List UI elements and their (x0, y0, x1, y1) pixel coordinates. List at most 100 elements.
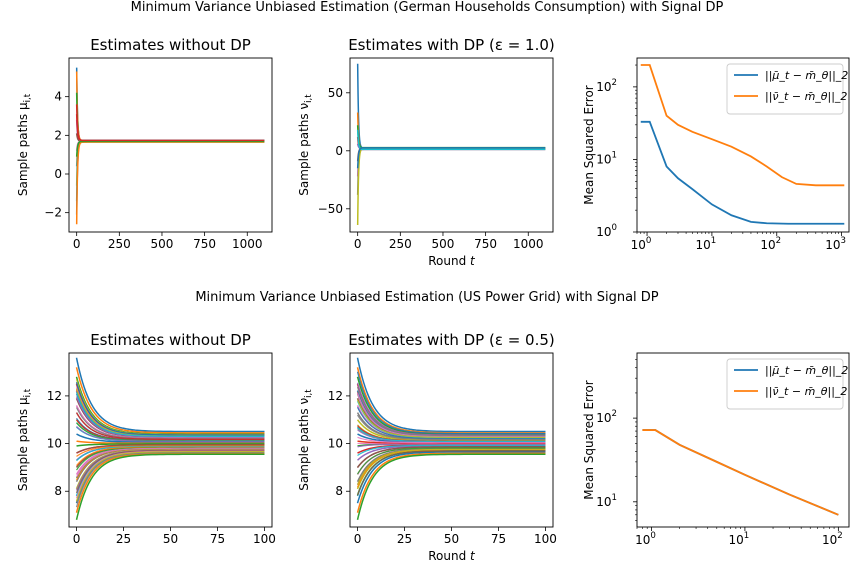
sample-path-line (357, 436, 546, 444)
sample-path-line (75, 367, 265, 434)
x-tick-label: 0 (354, 237, 362, 251)
x-tick-label: 103​ (825, 236, 846, 252)
chart-bottom-left-estimates-without-dp: Estimates without DP 0 25 50 75 100 8 10 12 Sampl… (16, 331, 276, 546)
sample-path-line (356, 386, 546, 437)
sample-path-line (357, 446, 546, 469)
legend-box (726, 63, 844, 115)
sample-path-line (76, 446, 265, 471)
sample-path-line (356, 419, 546, 441)
axes-frame (349, 57, 554, 233)
chart-title: Estimates without DP (90, 36, 251, 54)
sample-path-line (75, 392, 265, 437)
chart-title: Estimates with DP (ε = 1.0) (348, 36, 555, 54)
y-tick-label: 10 (47, 437, 62, 451)
x-tick-label: 500 (151, 237, 174, 251)
sample-path-line (356, 448, 546, 485)
sample-path-line (75, 447, 265, 478)
sample-path-line (75, 451, 265, 508)
sample-path-line (76, 426, 265, 442)
x-tick-label: 100​ (631, 236, 652, 252)
series-line-1 (640, 120, 845, 225)
sample-path-line (356, 357, 546, 433)
sample-path-line (76, 446, 265, 466)
plot-area (642, 429, 839, 516)
y-tick-label: 0 (335, 144, 343, 158)
sample-path-line (356, 148, 546, 195)
y-axis-label: Mean Squared Error (582, 380, 596, 500)
x-tick-label: 250 (108, 237, 131, 251)
x-tick-label: 102​ (822, 531, 843, 547)
figure-title-bottom: Minimum Variance Unbiased Estimation (US… (195, 290, 659, 305)
sample-path-line (356, 367, 546, 434)
y-axis-label: Mean Squared Error (582, 85, 596, 205)
sample-path-line (75, 141, 265, 225)
sample-path-line (356, 147, 546, 169)
x-tick-label: 50 (444, 532, 459, 546)
x-tick-label: 100 (534, 532, 557, 546)
x-tick-label: 0 (73, 532, 81, 546)
sample-path-line (75, 449, 265, 494)
y-tick-label: 102​ (596, 78, 617, 94)
y-tick-label: 10 (328, 437, 343, 451)
y-tick-label: 0 (54, 167, 62, 181)
y-tick-label: −50 (318, 202, 343, 216)
chart-title: Estimates with DP (ε = 0.5) (348, 331, 555, 349)
x-tick-label: 0 (73, 237, 81, 251)
sample-path-line (357, 447, 546, 475)
plot-area (75, 357, 265, 521)
x-tick-label: 25 (397, 532, 412, 546)
sample-path-line (75, 388, 265, 437)
legend-label-2: ||ν̄_t − m̄_θ||_2 (765, 385, 847, 398)
sample-path-line (357, 414, 546, 441)
y-tick-label: 12 (328, 389, 343, 403)
y-tick-label: 2 (54, 128, 62, 142)
x-tick-label: 0 (354, 532, 362, 546)
legend-label-1: ||μ̄_t − m̄_θ||_2 (765, 364, 848, 377)
sample-path-line (356, 453, 546, 521)
sample-path-line (75, 452, 265, 513)
x-tick-label: 25 (116, 532, 131, 546)
sample-path-line (356, 371, 546, 435)
sample-path-line (356, 147, 546, 226)
sample-path-line (75, 92, 265, 143)
sample-path-line (357, 444, 546, 456)
x-axis-label: Round t (428, 549, 476, 563)
legend: ||μ̄_t − m̄_θ||_2 ||ν̄_t − m̄_θ||_2 (726, 63, 848, 115)
plot-area (356, 357, 546, 521)
sample-path-line (356, 148, 546, 177)
y-tick-label: 50 (328, 86, 343, 100)
x-tick-label: 50 (163, 532, 178, 546)
axes-frame (636, 352, 850, 528)
x-tick-label: 250 (389, 237, 412, 251)
plot-area (75, 67, 265, 225)
x-tick-label: 102​ (760, 236, 781, 252)
chart-top-middle-estimates-with-dp: Estimates with DP (ε = 1.0)0 250 500 750 100… (297, 36, 555, 268)
sample-path-line (356, 399, 546, 439)
sample-path-line (356, 125, 546, 149)
y-tick-label: 12 (47, 389, 62, 403)
sample-path-line (356, 376, 546, 435)
chart-bottom-right-mse: 100​101​102​101​102​Mean Squared Error||… (582, 352, 850, 547)
x-tick-label: 1000 (232, 237, 263, 251)
sample-path-line (356, 452, 546, 513)
sample-path-line (356, 129, 546, 151)
sample-path-line (357, 445, 546, 461)
series-line-2 (642, 429, 839, 516)
y-axis-label: Sample paths νi,t​ (297, 389, 314, 491)
y-axis-label: Sample paths νi,t​ (297, 94, 314, 196)
chart-top-right-mse: 100​101​102​103​100​101​102​Mean Squared… (582, 57, 850, 252)
figure-title-top: Minimum Variance Unbiased Estimation (Ge… (130, 0, 724, 15)
x-tick-label: 101​ (696, 236, 717, 252)
sample-path-line (75, 119, 265, 143)
sample-path-line (75, 357, 265, 433)
x-tick-label: 100 (253, 532, 276, 546)
y-tick-label: 4 (54, 90, 62, 104)
sample-path-line (356, 450, 546, 496)
x-tick-label: 750 (474, 237, 497, 251)
legend-box (726, 358, 844, 410)
x-tick-label: 500 (432, 237, 455, 251)
legend-label-1: ||μ̄_t − m̄_θ||_2 (765, 69, 848, 82)
sample-path-line (75, 412, 265, 440)
x-tick-label: 101​ (729, 531, 750, 547)
x-tick-label: 75 (491, 532, 506, 546)
